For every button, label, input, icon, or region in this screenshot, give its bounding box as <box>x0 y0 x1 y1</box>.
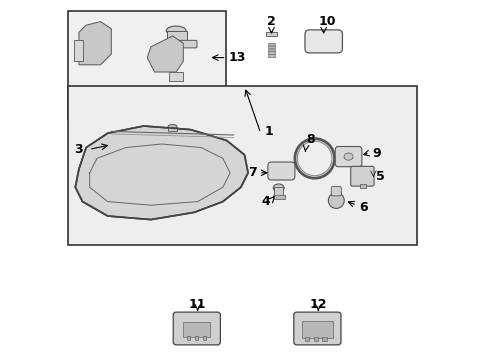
Text: 8: 8 <box>305 133 314 146</box>
Bar <box>267 49 275 51</box>
Bar <box>359 184 366 188</box>
Bar <box>313 337 317 341</box>
Circle shape <box>328 193 344 208</box>
FancyBboxPatch shape <box>173 40 197 48</box>
Bar <box>267 51 275 54</box>
Text: 10: 10 <box>318 15 335 28</box>
Bar <box>267 43 275 45</box>
Bar <box>167 31 186 41</box>
Bar <box>272 195 285 199</box>
Text: 4: 4 <box>261 195 269 208</box>
Bar <box>265 32 276 36</box>
Text: 9: 9 <box>371 147 380 159</box>
FancyBboxPatch shape <box>335 147 361 167</box>
Bar <box>274 187 283 196</box>
Text: 2: 2 <box>266 15 275 28</box>
Bar <box>267 46 275 48</box>
Bar <box>186 336 190 340</box>
Ellipse shape <box>168 125 177 129</box>
Bar <box>194 336 198 340</box>
Bar <box>203 336 206 340</box>
Ellipse shape <box>344 153 352 160</box>
Bar <box>183 322 210 337</box>
Ellipse shape <box>166 26 185 35</box>
Text: 11: 11 <box>188 298 206 311</box>
FancyBboxPatch shape <box>350 166 373 186</box>
Text: 7: 7 <box>248 166 257 179</box>
Polygon shape <box>79 22 111 65</box>
Polygon shape <box>75 126 247 220</box>
Text: 12: 12 <box>309 298 326 311</box>
Text: 13: 13 <box>228 51 245 64</box>
FancyBboxPatch shape <box>267 162 294 180</box>
FancyBboxPatch shape <box>330 186 341 196</box>
FancyBboxPatch shape <box>305 30 342 53</box>
FancyBboxPatch shape <box>173 312 220 345</box>
Bar <box>73 40 82 61</box>
Bar <box>168 72 183 81</box>
FancyBboxPatch shape <box>293 312 340 345</box>
Bar <box>68 86 416 245</box>
Text: 5: 5 <box>375 170 384 183</box>
Text: 6: 6 <box>358 201 367 213</box>
Bar <box>68 11 226 119</box>
Ellipse shape <box>273 184 284 192</box>
Text: 1: 1 <box>264 125 272 138</box>
Bar <box>302 321 332 338</box>
Bar <box>322 337 326 341</box>
Bar <box>267 54 275 57</box>
Bar <box>168 127 177 131</box>
Polygon shape <box>147 36 183 72</box>
Bar <box>305 337 309 341</box>
Text: 3: 3 <box>74 143 82 156</box>
